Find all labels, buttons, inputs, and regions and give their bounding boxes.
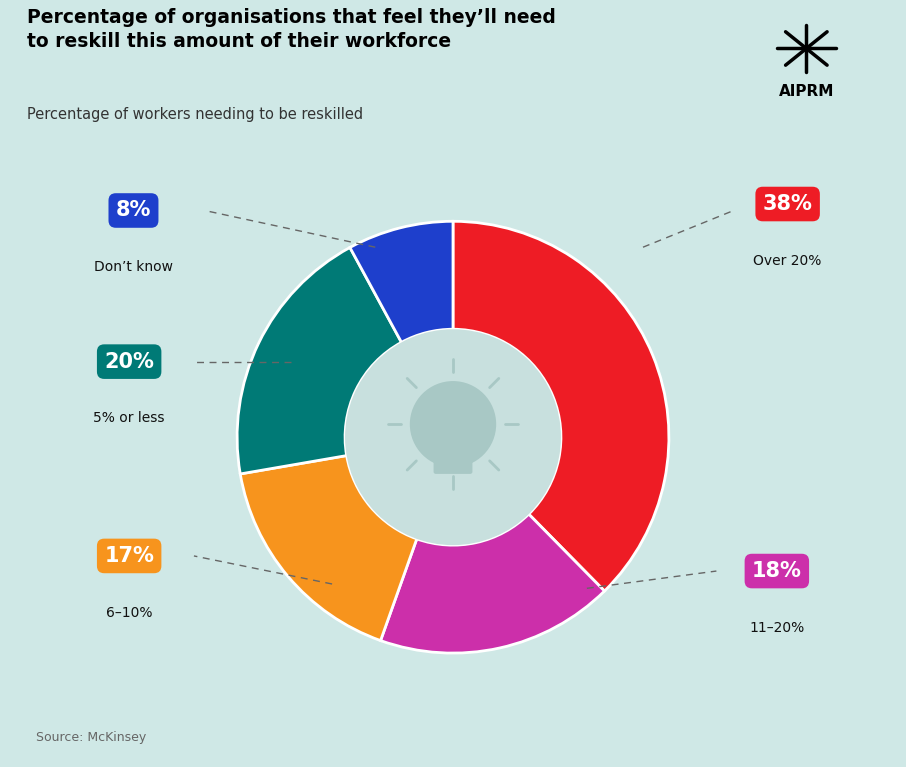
Circle shape <box>410 381 496 467</box>
Wedge shape <box>350 222 453 342</box>
Text: Don’t know: Don’t know <box>94 260 173 274</box>
Text: Percentage of workers needing to be reskilled: Percentage of workers needing to be resk… <box>27 107 363 123</box>
Text: 18%: 18% <box>752 561 802 581</box>
Text: 6–10%: 6–10% <box>106 606 152 620</box>
FancyBboxPatch shape <box>434 443 472 474</box>
Text: AIPRM: AIPRM <box>778 84 834 99</box>
Text: Percentage of organisations that feel they’ll need
to reskill this amount of the: Percentage of organisations that feel th… <box>27 8 556 51</box>
Wedge shape <box>240 456 417 640</box>
Circle shape <box>345 329 561 545</box>
Text: 38%: 38% <box>763 194 813 214</box>
Text: 5% or less: 5% or less <box>93 411 165 425</box>
Text: 17%: 17% <box>104 546 154 566</box>
Text: 8%: 8% <box>116 200 151 220</box>
Text: 20%: 20% <box>104 351 154 372</box>
Wedge shape <box>381 514 604 653</box>
Wedge shape <box>453 222 669 591</box>
Text: Source: McKinsey: Source: McKinsey <box>36 731 147 744</box>
Wedge shape <box>237 248 401 474</box>
Text: Over 20%: Over 20% <box>754 254 822 268</box>
Text: 11–20%: 11–20% <box>749 621 805 635</box>
